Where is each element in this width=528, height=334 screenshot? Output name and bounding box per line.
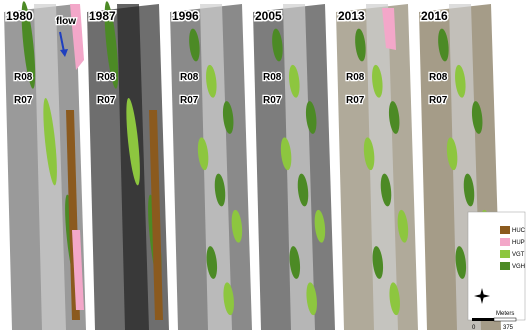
- flow-label: flow: [56, 16, 76, 27]
- legend-swatch: [500, 226, 510, 234]
- reach-label: R08: [180, 72, 199, 83]
- year-label: 1996: [172, 9, 199, 23]
- year-label: 2016: [421, 9, 448, 23]
- reach-label: R08: [14, 72, 33, 83]
- figure: 1980 R08 R07 1987 R08 R07 1996 R08 R07 2005 R08 R07…: [0, 0, 528, 334]
- reach-label: R08: [346, 72, 365, 83]
- reach-label: R07: [263, 95, 282, 106]
- legend-label: VGT: [512, 252, 525, 258]
- year-label: 2005: [255, 9, 282, 23]
- reach-label: R07: [97, 95, 116, 106]
- reach-label: R08: [263, 72, 282, 83]
- legend-swatch: [500, 262, 510, 270]
- reach-label: R07: [180, 95, 199, 106]
- reach-label: R07: [14, 95, 33, 106]
- scale-unit: Meters: [496, 311, 514, 317]
- reach-label: R07: [429, 95, 448, 106]
- reach-label: R08: [429, 72, 448, 83]
- year-label: 2013: [338, 9, 365, 23]
- scale-bar: [494, 318, 516, 321]
- legend-swatch: [500, 250, 510, 258]
- reach-label: R08: [97, 72, 116, 83]
- reach-label: R07: [346, 95, 365, 106]
- scale-tick: 375: [503, 325, 514, 331]
- year-label: 1987: [89, 9, 116, 23]
- year-label: 1980: [6, 9, 33, 23]
- legend-label: VGH: [512, 264, 525, 270]
- scale-bar: [472, 318, 494, 321]
- legend-label: HUP: [512, 240, 525, 246]
- legend-label: HUC: [512, 228, 526, 234]
- legend-swatch: [500, 238, 510, 246]
